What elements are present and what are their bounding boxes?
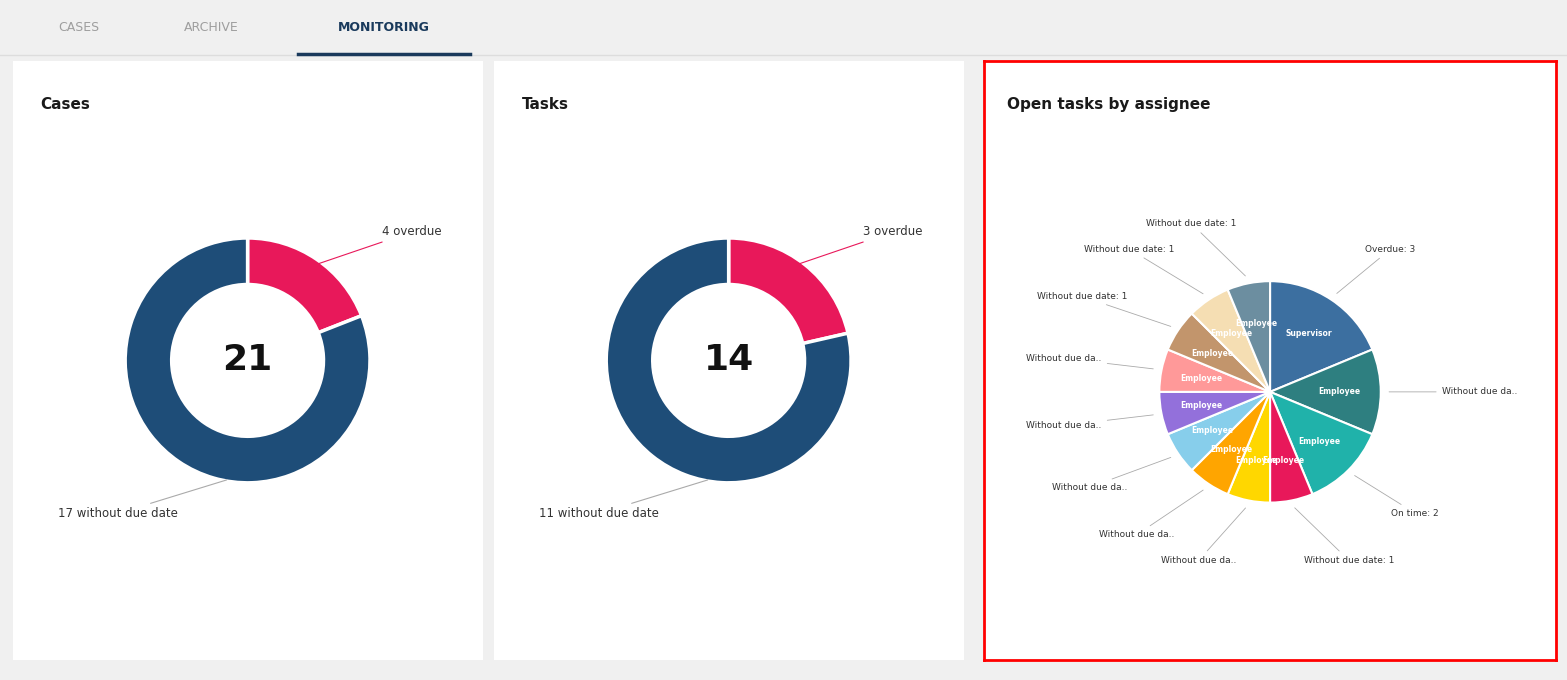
Text: Without due da..: Without due da.. [1161,508,1246,564]
Text: Employee: Employee [1263,456,1305,464]
Wedge shape [729,238,848,343]
Text: Without due da..: Without due da.. [1100,490,1203,539]
Text: 14: 14 [704,343,754,377]
Text: Without due da..: Without due da.. [1051,458,1171,492]
Text: Without due da..: Without due da.. [1388,388,1517,396]
Text: Employee: Employee [1191,349,1233,358]
Wedge shape [1269,392,1373,494]
Wedge shape [1192,290,1269,392]
Circle shape [172,284,323,437]
Wedge shape [1160,392,1269,435]
Text: Without due date: 1: Without due date: 1 [1145,219,1246,276]
Wedge shape [1269,281,1373,392]
Circle shape [653,284,804,437]
Text: 17 without due date: 17 without due date [58,480,227,520]
Text: Employee: Employee [1180,374,1222,383]
Wedge shape [248,238,362,333]
Text: 3 overdue: 3 overdue [799,225,923,264]
Text: Employee: Employee [1180,401,1222,410]
Text: Employee: Employee [1235,456,1277,464]
Wedge shape [606,238,851,483]
Text: Employee: Employee [1299,437,1340,445]
Text: Without due date: 1: Without due date: 1 [1037,292,1171,326]
Wedge shape [1269,350,1381,435]
Wedge shape [1167,392,1269,470]
Text: Employee: Employee [1319,388,1360,396]
Text: MONITORING: MONITORING [338,21,429,34]
Text: 4 overdue: 4 overdue [318,225,442,264]
Text: Employee: Employee [1210,445,1252,454]
Text: Employee: Employee [1235,319,1277,328]
Text: On time: 2: On time: 2 [1354,475,1439,517]
Wedge shape [1269,392,1313,503]
Wedge shape [1192,392,1269,494]
Wedge shape [1227,392,1269,503]
Text: Employee: Employee [1210,329,1252,339]
Wedge shape [1160,350,1269,392]
Text: Supervisor: Supervisor [1285,329,1332,339]
Text: Without due da..: Without due da.. [1026,415,1153,430]
Text: 21: 21 [223,343,273,377]
Text: CASES: CASES [58,21,99,34]
Text: Without due date: 1: Without due date: 1 [1084,245,1203,294]
Text: 11 without due date: 11 without due date [539,480,708,520]
Wedge shape [1227,281,1271,392]
Text: Without due da..: Without due da.. [1026,354,1153,369]
Wedge shape [125,238,370,483]
Text: Open tasks by assignee: Open tasks by assignee [1008,97,1210,112]
Text: Overdue: 3: Overdue: 3 [1337,245,1415,294]
Text: Without due date: 1: Without due date: 1 [1294,508,1395,564]
Wedge shape [1167,313,1269,392]
Text: Cases: Cases [41,97,91,112]
Text: Tasks: Tasks [522,97,569,112]
Text: Employee: Employee [1191,426,1233,435]
Text: ARCHIVE: ARCHIVE [185,21,238,34]
